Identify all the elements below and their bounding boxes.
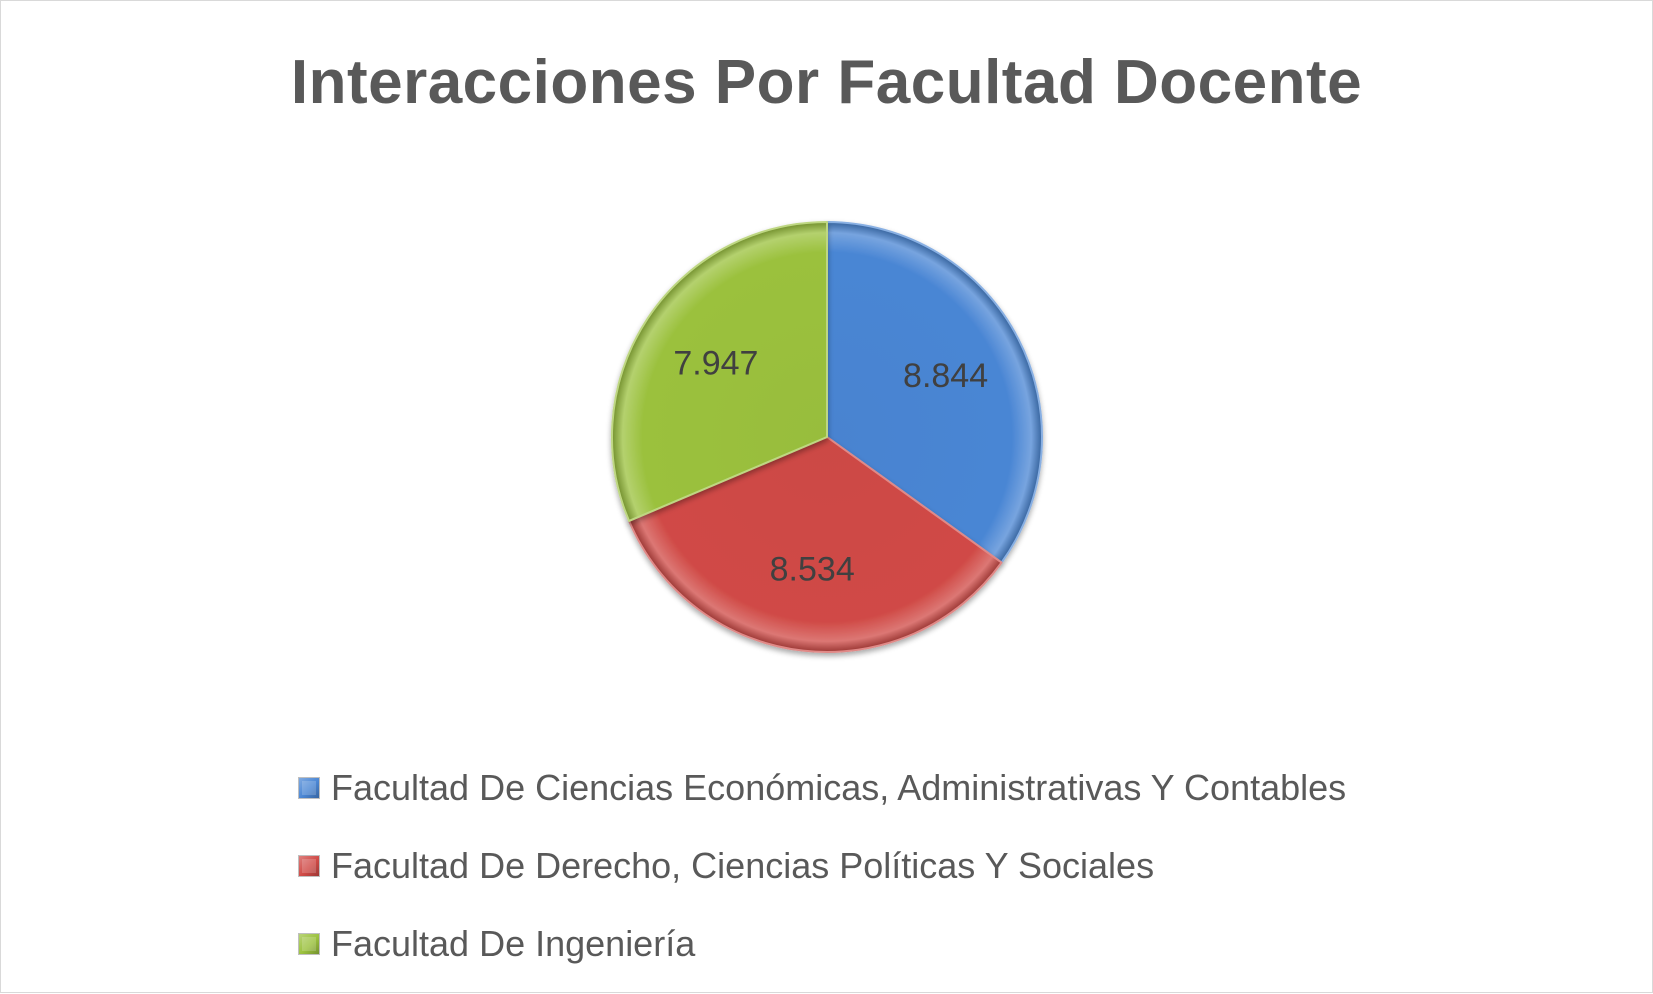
legend-label: Facultad De Ingeniería (331, 923, 696, 964)
chart-title: Interacciones Por Facultad Docente (290, 48, 1363, 117)
pie-data-labels: 8.844 8.534 7.947 (673, 344, 988, 588)
legend-swatch (299, 856, 319, 876)
legend-item: Facultad De Derecho, Ciencias Políticas … (299, 827, 1346, 905)
legend-item: Facultad De Ciencias Económicas, Adminis… (299, 749, 1346, 827)
pie-data-label: 8.844 (903, 357, 988, 395)
pie-slices (610, 221, 1044, 654)
legend-label: Facultad De Derecho, Ciencias Políticas … (331, 845, 1155, 886)
pie-data-label: 7.947 (673, 344, 758, 382)
legend-label: Facultad De Ciencias Económicas, Adminis… (331, 767, 1347, 808)
pie-data-label: 8.534 (770, 551, 855, 589)
legend-item: Facultad De Ingeniería (299, 905, 1346, 983)
legend-swatch (299, 934, 319, 954)
pie-slice (826, 221, 1044, 564)
pie-slice (610, 221, 828, 522)
chart-legend: Facultad De Ciencias Económicas, Adminis… (299, 749, 1346, 983)
legend-swatch (299, 778, 319, 798)
pie-slice (628, 436, 1003, 654)
